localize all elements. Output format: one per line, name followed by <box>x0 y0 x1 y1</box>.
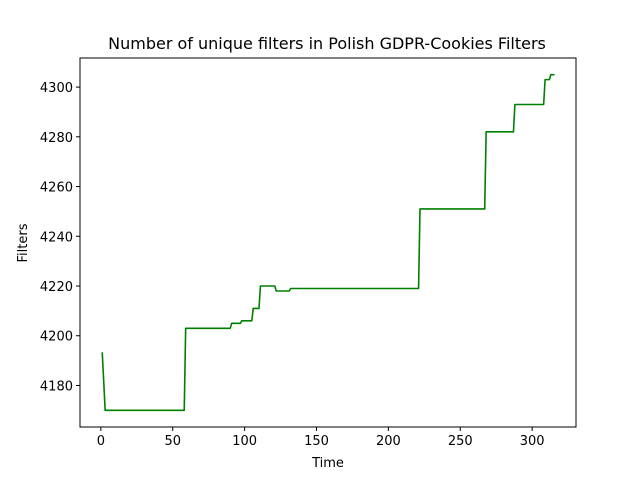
x-tick-label: 250 <box>448 434 473 449</box>
y-tick-label: 4220 <box>40 280 73 295</box>
y-axis-label: Filters <box>16 223 31 262</box>
y-tick-label: 4260 <box>40 181 73 196</box>
y-tick-label: 4180 <box>40 379 73 394</box>
y-tick-label: 4240 <box>40 230 73 245</box>
plot-area <box>101 73 555 412</box>
y-tick-label: 4300 <box>40 81 73 96</box>
x-axis: 0 50 100 150 200 250 300 <box>97 427 545 449</box>
x-tick-label: 100 <box>232 434 257 449</box>
series-line-0 <box>101 73 555 412</box>
x-tick-label: 0 <box>97 434 105 449</box>
chart-title: Number of unique filters in Polish GDPR-… <box>108 34 546 53</box>
x-tick-label: 300 <box>520 434 545 449</box>
y-tick-label: 4280 <box>40 131 73 146</box>
x-tick-label: 50 <box>164 434 181 449</box>
x-tick-label: 150 <box>304 434 329 449</box>
x-tick-label: 200 <box>376 434 401 449</box>
y-axis: 4180 4200 4220 4240 4260 4280 4300 <box>40 81 80 394</box>
x-axis-label: Time <box>311 456 344 471</box>
y-tick-label: 4200 <box>40 330 73 345</box>
axes-frame <box>79 57 577 428</box>
